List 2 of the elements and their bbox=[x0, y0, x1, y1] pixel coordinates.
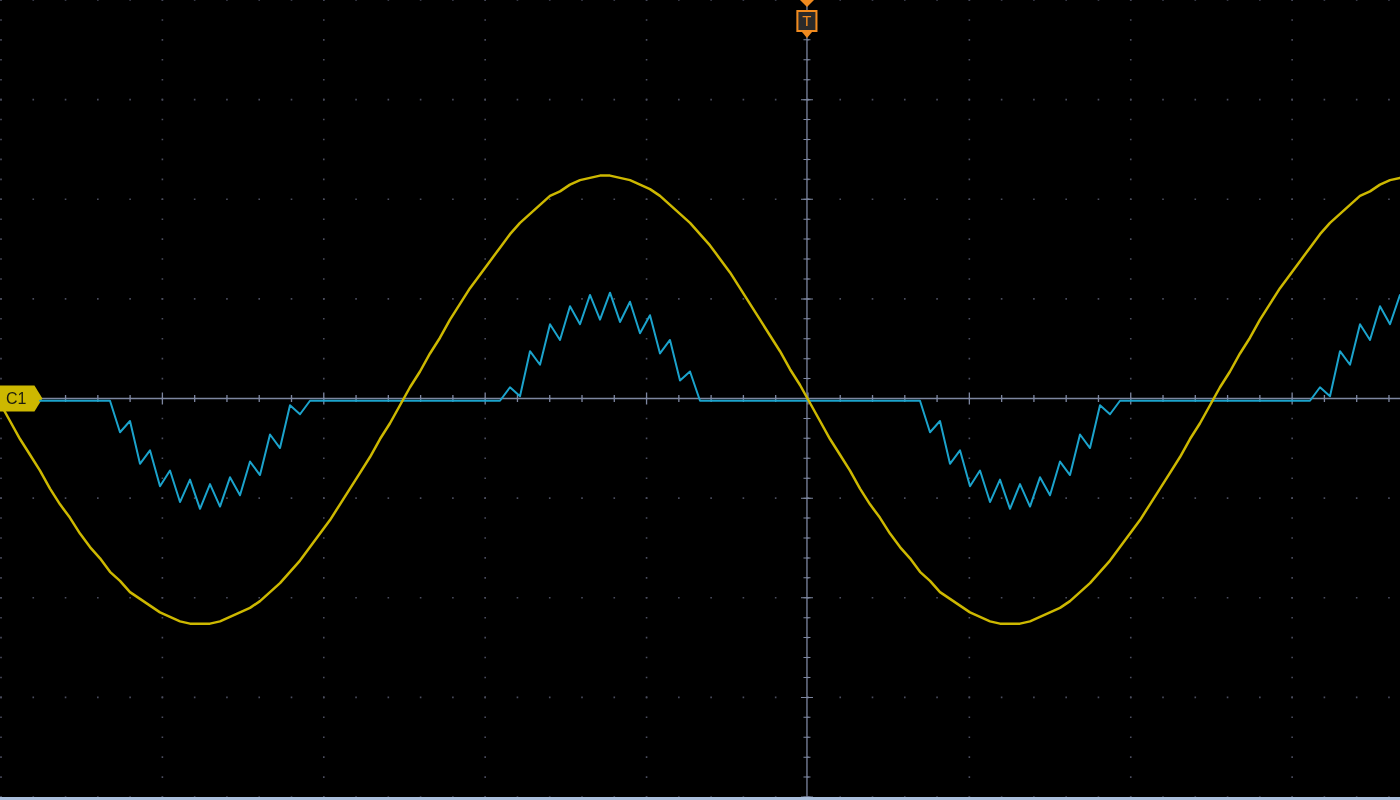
text: T bbox=[796, 10, 818, 32]
series-label: C1 bbox=[6, 389, 27, 407]
